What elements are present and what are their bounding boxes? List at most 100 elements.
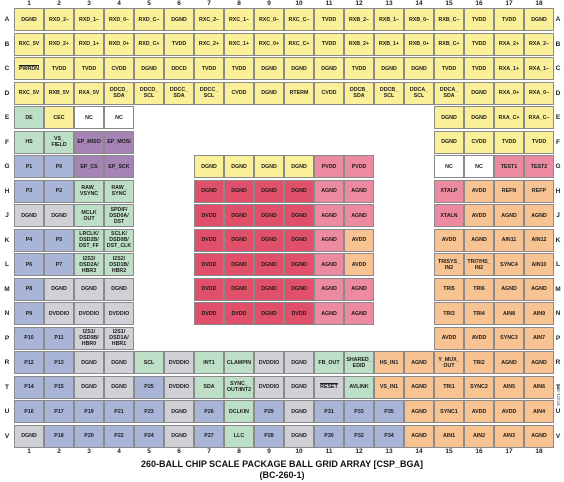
ball-cell: DVDDIO (74, 302, 104, 325)
column-label: 16 (475, 448, 483, 455)
ball-cell: RAW_ VSYNC (74, 179, 104, 203)
ball-cell: SCLK/ DSD0B/ DST_CLK (104, 228, 134, 252)
ball-cell: RXC_5V (14, 32, 44, 56)
ball-cell: RXA_1+ (494, 57, 524, 80)
row-label: D (555, 89, 561, 97)
ball-cell: DGND (284, 400, 314, 423)
ball-cell: AGND (494, 351, 524, 374)
row-label: N (4, 310, 10, 317)
ball-cell: AVDD (464, 204, 494, 227)
ball-cell: RXD_0+ (104, 32, 134, 56)
ball-cell: RESET (314, 375, 344, 399)
ball-cell: DDCB_ SCL (374, 81, 404, 105)
ball-cell: RXA_0– (524, 81, 554, 105)
ball-cell: DGND (194, 179, 224, 203)
ball-cell: AGND (314, 302, 344, 325)
ball-cell: NC (74, 106, 104, 129)
column-label: 4 (117, 448, 121, 455)
ball-cell: RXA_C– (524, 106, 554, 129)
ball-cell: SPDIF/ DSD0A/ DST (104, 204, 134, 227)
ball-cell: DGND (164, 8, 194, 31)
row-label: R (555, 359, 561, 366)
ball-cell: P35 (374, 400, 404, 423)
ball-cell: DVDDIO (104, 302, 134, 325)
ball-cell: RXD_0– (104, 8, 134, 31)
ball-cell: DGND (104, 277, 134, 301)
ball-cell: DGND (434, 106, 464, 129)
ball-cell: DGND (254, 81, 284, 105)
ball-cell: TRI1 (434, 375, 464, 399)
ball-cell: DVDD (194, 228, 224, 252)
ball-cell: DGND (14, 8, 44, 31)
ball-cell: RXC_0+ (254, 32, 284, 56)
ball-cell: VS_IN1 (374, 375, 404, 399)
ball-cell: AVDD (494, 400, 524, 423)
ball-cell: SHARED_ EDID (344, 351, 374, 374)
ball-cell: P25 (134, 375, 164, 399)
column-label: 8 (237, 448, 241, 455)
ball-cell: RXB_2+ (344, 32, 374, 56)
ball-cell: TVDD (44, 57, 74, 80)
ball-cell: P18 (44, 424, 74, 448)
row-label: E (555, 114, 561, 121)
column-label: 17 (505, 448, 513, 455)
ball-cell: TRI2 (464, 351, 494, 374)
ball-cell: RXB_5V (44, 81, 74, 105)
row-label: U (4, 408, 10, 415)
ball-cell: P8 (14, 277, 44, 301)
ball-cell: DGND (254, 57, 284, 80)
ball-cell: DDCD (164, 57, 194, 80)
ball-cell: RXD_2+ (44, 32, 74, 56)
ball-cell: AVDD (434, 326, 464, 350)
ball-cell: DGND (464, 81, 494, 105)
ball-cell: P19 (74, 400, 104, 423)
ball-cell: DDCD_ SDA (104, 81, 134, 105)
ball-cell: DGND (284, 253, 314, 276)
ball-cell: AVDD (344, 253, 374, 276)
column-label: 15 (445, 0, 453, 7)
ball-cell: DGND (284, 179, 314, 203)
ball-cell: TRI4 (464, 302, 494, 325)
ball-cell: DGND (284, 204, 314, 227)
ball-cell: DDCA_ SCL (404, 81, 434, 105)
ball-cell: I2S1/ DSD0B/ HBR0 (74, 326, 104, 350)
ball-cell: DGND (254, 179, 284, 203)
ball-cell: DVDD (194, 302, 224, 325)
ball-cell: RXC_2+ (194, 32, 224, 56)
ball-cell: AIN7 (524, 326, 554, 350)
row-label: V (555, 432, 561, 440)
ball-cell: P22 (104, 424, 134, 448)
ball-cell: DGND (254, 155, 284, 178)
column-label: 11 (325, 0, 333, 7)
ball-cell: DGND (224, 228, 254, 252)
row-label: T (5, 383, 9, 391)
column-label: 17 (505, 0, 513, 7)
ball-cell: PVDD (344, 155, 374, 178)
ball-cell: NC (104, 106, 134, 129)
column-label: 1 (27, 0, 31, 7)
ball-cell: SDA (194, 375, 224, 399)
ball-cell: P5 (44, 228, 74, 252)
ball-cell: EP_MOSI (104, 130, 134, 154)
ball-cell: DVDDIO (164, 351, 194, 374)
ball-cell: MCLK OUT (74, 204, 104, 227)
ball-cell: AVLINK (344, 375, 374, 399)
ball-cell: P34 (374, 424, 404, 448)
ball-cell: DGND (224, 179, 254, 203)
ball-cell: INT1 (194, 351, 224, 374)
ball-cell: RXB_0+ (404, 32, 434, 56)
ball-cell: RXC_2– (194, 8, 224, 31)
ball-cell: AGND (404, 400, 434, 423)
ball-cell: AIN11 (494, 228, 524, 252)
ball-cell: RXB_1– (374, 8, 404, 31)
column-label: 12 (355, 0, 363, 7)
ball-cell: DDCA_ SDA (434, 81, 464, 105)
row-label: L (556, 261, 560, 268)
ball-cell: DGND (44, 277, 74, 301)
row-label: T (556, 383, 560, 391)
ball-cell: TRI7/HS_ IN2 (464, 253, 494, 276)
ball-cell: TVDD (464, 8, 494, 31)
ball-cell: DDCC_ SDA (164, 81, 194, 105)
ball-cell: P29 (254, 400, 284, 423)
row-label: R (4, 359, 10, 366)
